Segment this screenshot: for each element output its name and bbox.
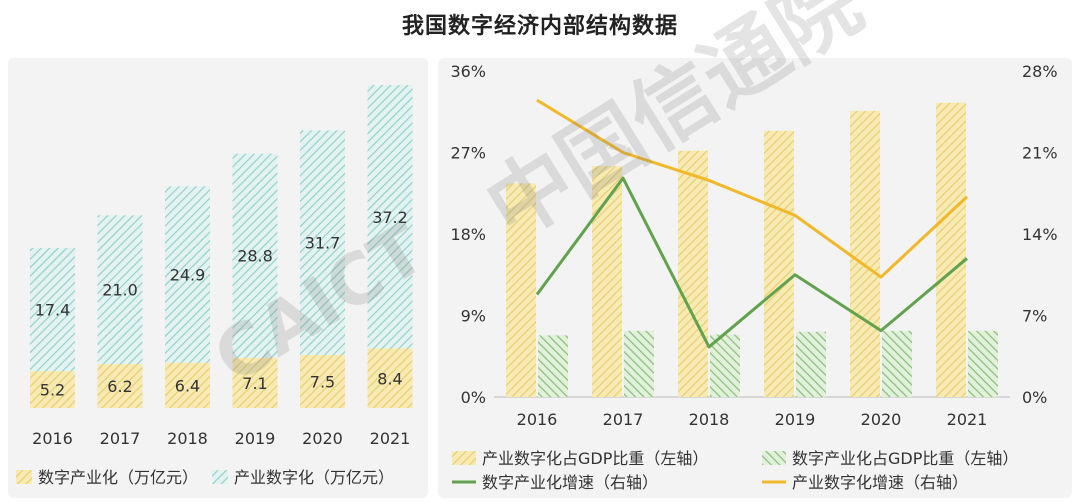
x-tick-label: 2020 bbox=[861, 410, 902, 429]
right-axis-tick-label: 14% bbox=[1022, 225, 1058, 244]
bar-industrial-digitalization-gdp-share-2019 bbox=[764, 130, 794, 397]
bar-digital-industrialization-gdp-share-2017 bbox=[624, 330, 654, 397]
right-axis-tick-label: 21% bbox=[1022, 144, 1058, 163]
bar-digital-industrialization-2016 bbox=[30, 371, 75, 408]
line-digital-industrialization-growth bbox=[535, 176, 968, 349]
data-label: 28.8 bbox=[237, 247, 273, 266]
legend-swatch-industrial-digitalization-gdp-share bbox=[452, 451, 476, 465]
bar-industrial-digitalization-gdp-share-2017 bbox=[592, 166, 622, 397]
bar-digital-industrialization-2021 bbox=[367, 348, 413, 408]
data-label: 24.9 bbox=[170, 265, 206, 284]
bar-digital-industrialization-gdp-share-2019 bbox=[796, 331, 826, 397]
right-panel bbox=[438, 58, 1072, 498]
data-label: 6.4 bbox=[175, 376, 200, 395]
legend-label: 产业数字化（万亿元） bbox=[234, 468, 394, 487]
line-industrial-digitalization-growth bbox=[536, 98, 969, 279]
bar-digital-industrialization-gdp-share-2018 bbox=[710, 334, 740, 397]
legend-swatch-digital-industrialization-gdp-share bbox=[762, 451, 786, 465]
data-label: 31.7 bbox=[305, 234, 341, 253]
bar-industrial-digitalization-2016 bbox=[30, 247, 75, 372]
x-tick-label: 2019 bbox=[775, 410, 816, 429]
data-label: 37.2 bbox=[372, 208, 408, 227]
page-title: 我国数字经济内部结构数据 bbox=[401, 14, 678, 39]
right-axis-tick-label: 7% bbox=[1022, 307, 1047, 326]
legend-label: 数字产业化占GDP比重（左轴） bbox=[792, 449, 1018, 468]
data-label: 8.4 bbox=[377, 369, 402, 388]
left-axis-tick-label: 27% bbox=[450, 144, 486, 163]
bar-industrial-digitalization-gdp-share-2020 bbox=[850, 110, 880, 397]
bar-industrial-digitalization-2021 bbox=[367, 85, 413, 349]
legend-label: 数字产业化增速（右轴） bbox=[482, 473, 658, 492]
x-tick-label: 2019 bbox=[235, 429, 276, 448]
x-tick-label: 2021 bbox=[370, 429, 411, 448]
legend-swatch-digital-industrialization bbox=[16, 470, 32, 484]
data-label: 7.5 bbox=[310, 372, 335, 391]
bar-industrial-digitalization-gdp-share-2018 bbox=[678, 150, 708, 397]
left-axis-tick-label: 18% bbox=[450, 225, 486, 244]
data-label: 7.1 bbox=[242, 374, 267, 393]
bar-digital-industrialization-2019 bbox=[232, 357, 278, 408]
left-axis-tick-label: 9% bbox=[461, 307, 486, 326]
bar-industrial-digitalization-2018 bbox=[165, 186, 210, 363]
x-tick-label: 2016 bbox=[517, 410, 558, 429]
x-tick-label: 2018 bbox=[689, 410, 730, 429]
x-tick-label: 2017 bbox=[603, 410, 644, 429]
bar-digital-industrialization-gdp-share-2020 bbox=[882, 330, 912, 397]
bar-industrial-digitalization-gdp-share-2016 bbox=[506, 183, 536, 397]
x-tick-label: 2017 bbox=[100, 429, 141, 448]
bar-digital-industrialization-gdp-share-2021 bbox=[968, 330, 998, 397]
right-axis-tick-label: 0% bbox=[1022, 388, 1047, 407]
bar-industrial-digitalization-gdp-share-2021 bbox=[936, 102, 966, 397]
bar-digital-industrialization-2017 bbox=[97, 364, 143, 408]
bar-industrial-digitalization-2019 bbox=[232, 153, 278, 358]
right-axis-tick-label: 28% bbox=[1022, 62, 1058, 81]
legend-swatch-industrial-digitalization bbox=[212, 470, 228, 484]
data-label: 21.0 bbox=[102, 281, 138, 300]
left-axis-tick-label: 36% bbox=[450, 62, 486, 81]
bar-digital-industrialization-gdp-share-2016 bbox=[538, 335, 568, 397]
bar-digital-industrialization-2020 bbox=[300, 354, 345, 408]
bar-industrial-digitalization-2017 bbox=[97, 215, 143, 365]
x-tick-label: 2020 bbox=[302, 429, 343, 448]
bar-digital-industrialization-2018 bbox=[165, 362, 210, 408]
x-tick-label: 2018 bbox=[167, 429, 208, 448]
left-panel bbox=[8, 58, 428, 498]
legend-label: 产业数字化增速（右轴） bbox=[792, 473, 968, 492]
bar-industrial-digitalization-2020 bbox=[300, 130, 345, 355]
legend-label: 数字产业化（万亿元） bbox=[38, 468, 198, 487]
legend-label: 产业数字化占GDP比重（左轴） bbox=[482, 449, 708, 468]
x-tick-label: 2021 bbox=[947, 410, 988, 429]
data-label: 17.4 bbox=[35, 301, 71, 320]
data-label: 6.2 bbox=[107, 377, 132, 396]
data-label: 5.2 bbox=[40, 381, 65, 400]
x-tick-label: 2016 bbox=[32, 429, 73, 448]
left-axis-tick-label: 0% bbox=[461, 388, 486, 407]
